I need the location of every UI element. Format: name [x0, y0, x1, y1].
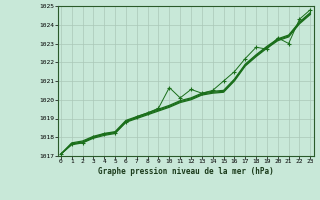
X-axis label: Graphe pression niveau de la mer (hPa): Graphe pression niveau de la mer (hPa) — [98, 167, 274, 176]
